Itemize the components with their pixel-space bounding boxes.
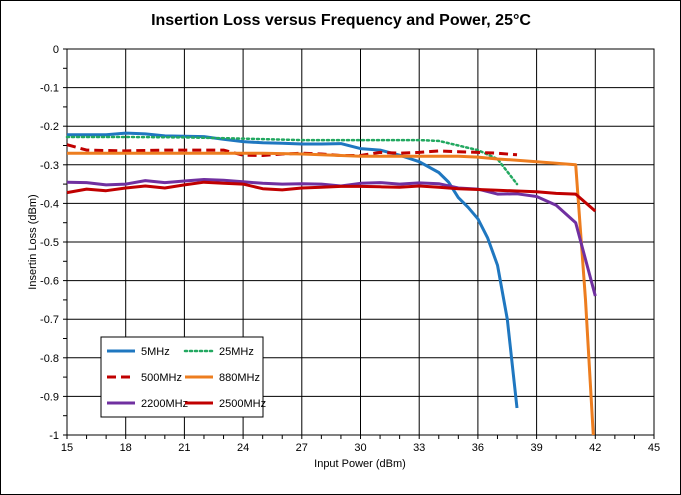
series-line-5mhz	[67, 131, 519, 409]
y-axis-label: Insertin Loss (dBm)	[27, 194, 39, 289]
y-tick-label: -1	[49, 430, 59, 442]
y-tick-label: -0.3	[40, 160, 59, 172]
legend-label-880mhz: 880MHz	[219, 372, 260, 384]
legend-label-2200mhz: 2200MHz	[141, 398, 188, 410]
y-tick-label: -0.5	[40, 237, 59, 249]
series-line-880mhz	[67, 151, 595, 436]
legend-label-5mhz: 5MHz	[141, 346, 170, 358]
y-tick-label: -0.4	[40, 198, 59, 210]
x-tick-label: 21	[178, 442, 190, 454]
x-tick-label: 24	[237, 442, 249, 454]
legend: 5MHz 25MHz 500MHz 880MHz 2200MHz 2500MHz	[100, 336, 266, 418]
series-line-25mhz	[65, 135, 519, 186]
x-tick-label: 27	[296, 442, 308, 454]
x-tick-label: 36	[472, 442, 484, 454]
y-tick-label: -0.8	[40, 353, 59, 365]
x-tick-label: 33	[413, 442, 425, 454]
x-tick-label: 39	[530, 442, 542, 454]
y-tick-label: 0	[53, 44, 59, 56]
chart-title: Insertion Loss versus Frequency and Powe…	[151, 12, 531, 29]
y-tick-label: -0.2	[40, 121, 59, 133]
legend-label-25mhz: 25MHz	[219, 346, 254, 358]
x-axis-label: Input Power (dBm)	[314, 458, 406, 470]
series-line-2500mhz	[66, 180, 597, 213]
y-tick-label: -0.1	[40, 83, 59, 95]
legend-label-2500mhz: 2500MHz	[219, 398, 266, 410]
grid-lines	[67, 49, 654, 435]
x-tick-label: 18	[120, 442, 132, 454]
axes	[63, 48, 655, 439]
x-tick-label: 45	[648, 442, 660, 454]
legend-label-500mhz: 500MHz	[141, 372, 182, 384]
series-lines	[65, 131, 597, 436]
y-tick-label: -0.6	[40, 276, 59, 288]
y-tick-label: -0.7	[40, 314, 59, 326]
x-tick-label: 42	[589, 442, 601, 454]
series-line-2200mhz	[66, 178, 597, 297]
tick-labels: 15 18 21 24 27 30 33 36 39 42 45 0 -0.1 -0.2 -0.3 -0.4 -…	[40, 44, 660, 454]
x-tick-label: 15	[61, 442, 73, 454]
x-tick-label: 30	[354, 442, 366, 454]
y-tick-label: -0.9	[40, 391, 59, 403]
